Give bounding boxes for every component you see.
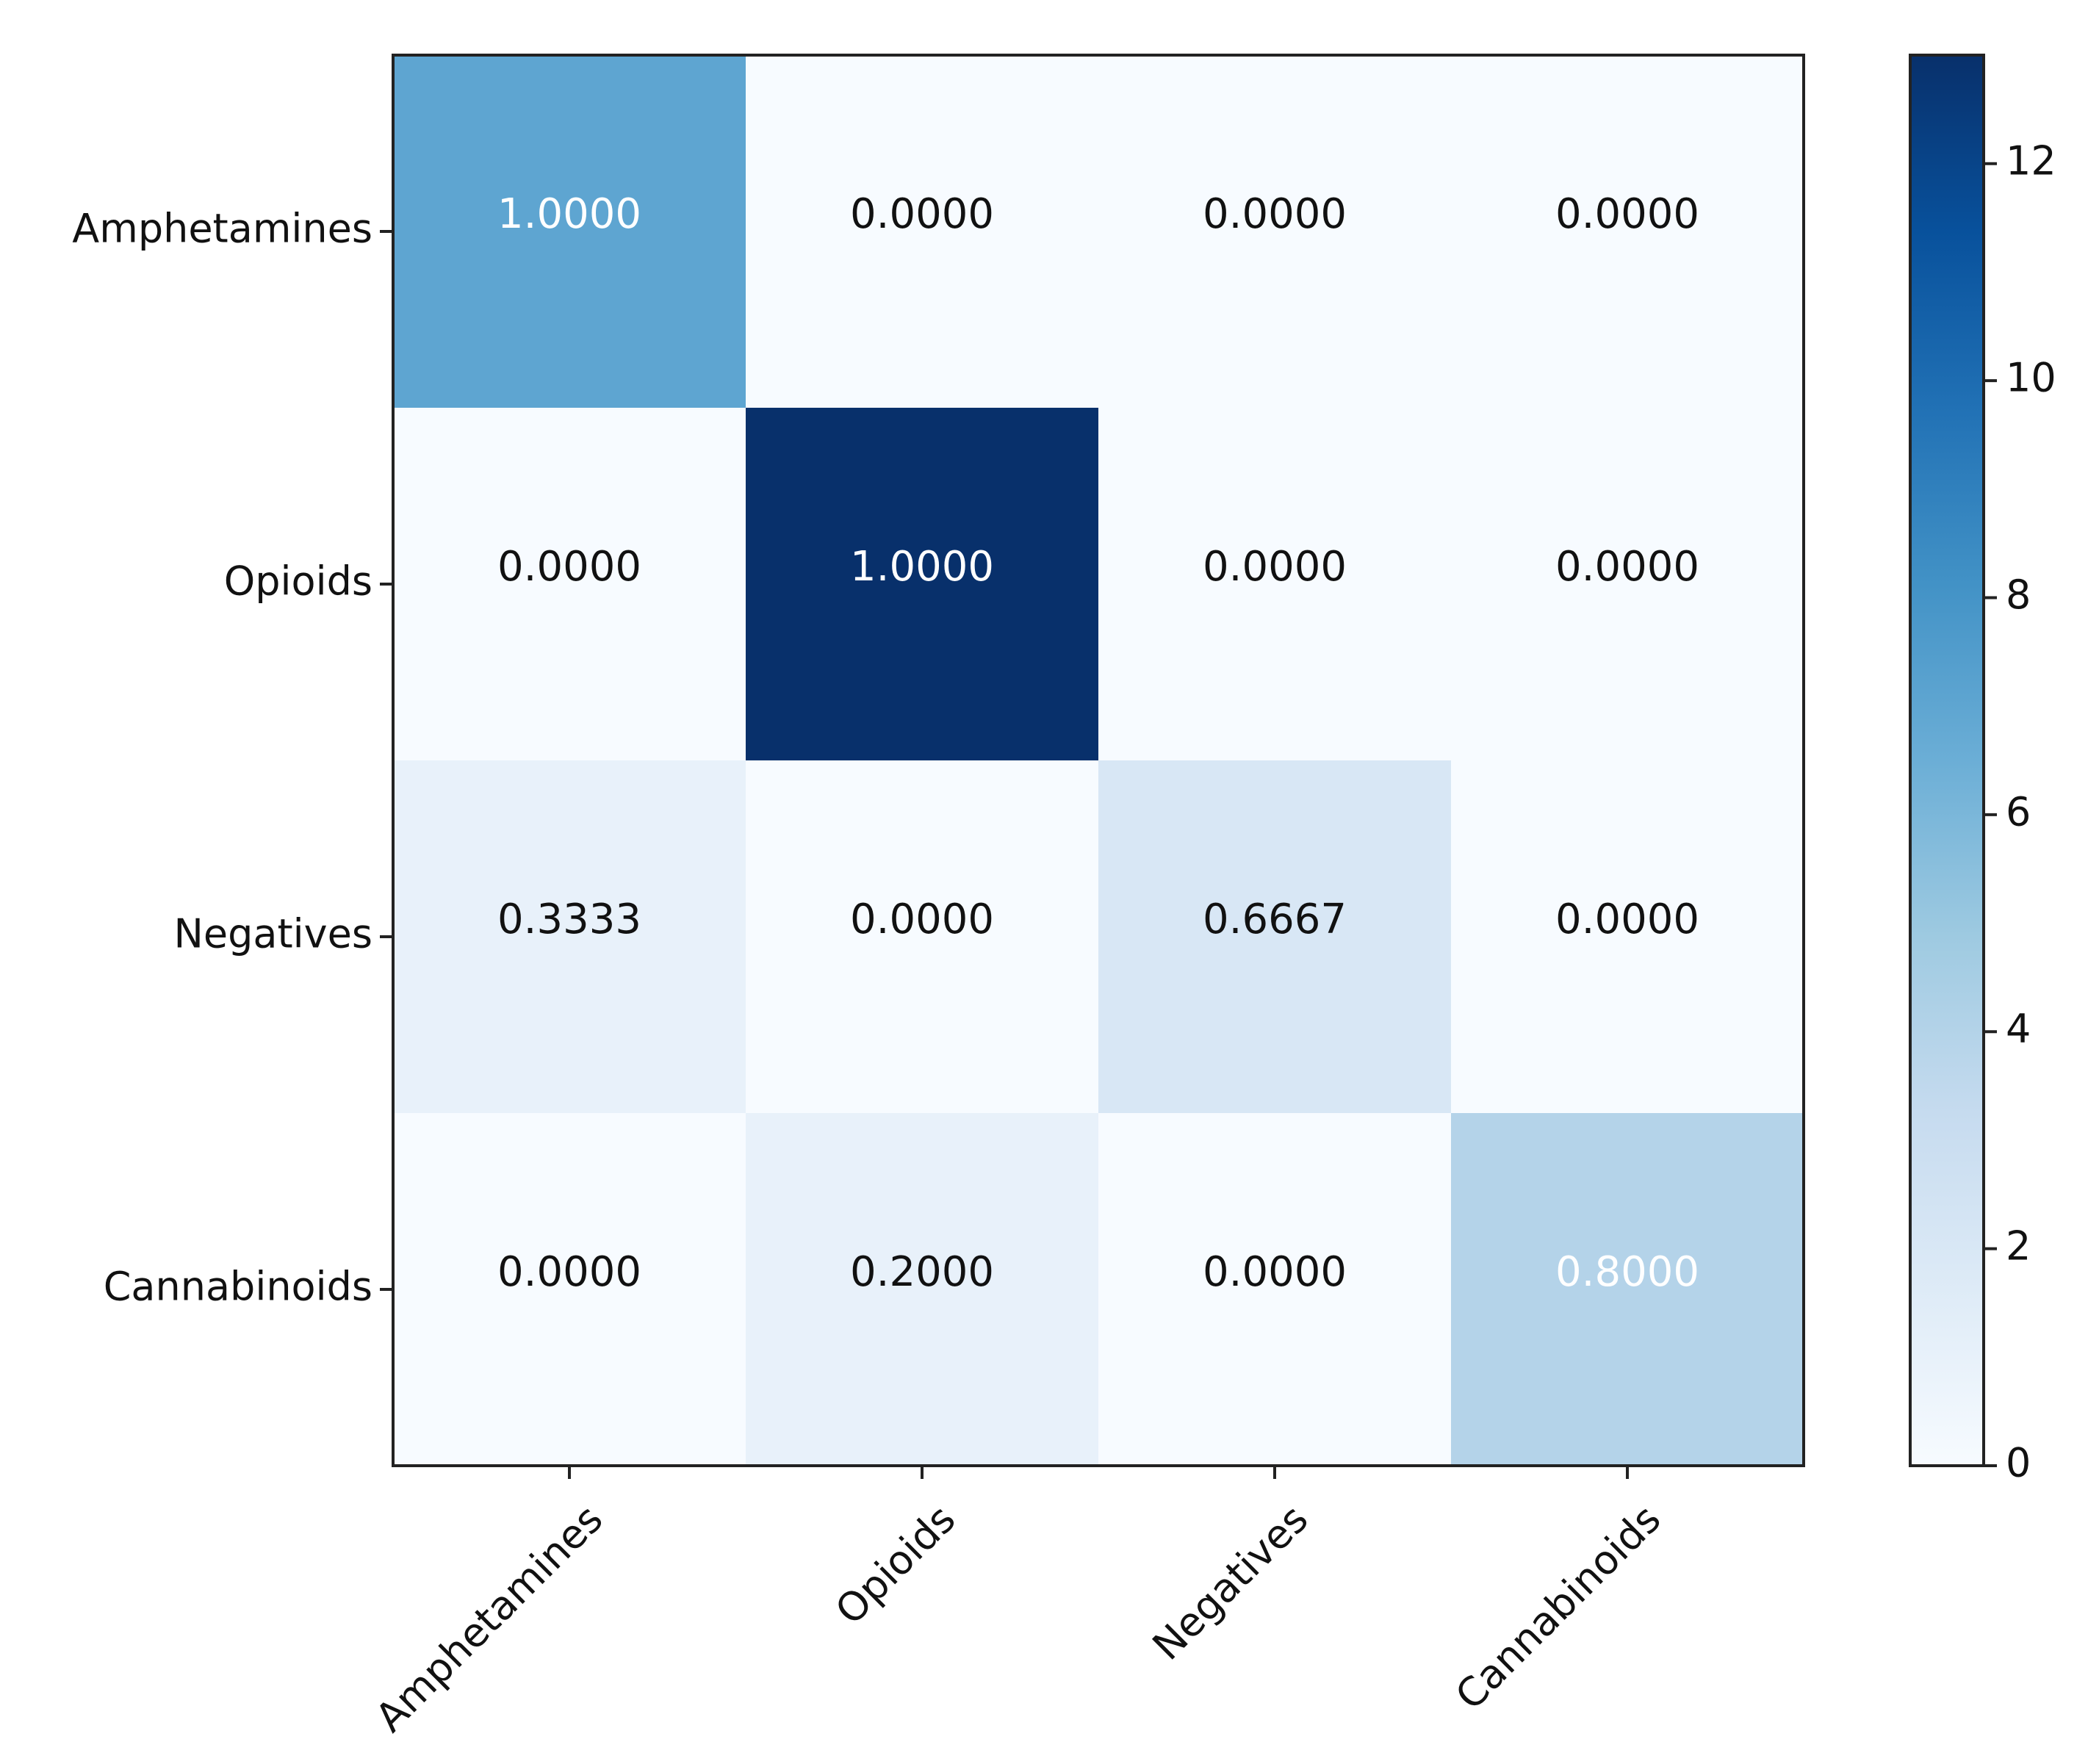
colorbar: 0 2 4 6 8 10 12 (1909, 54, 2056, 1486)
colorbar-tick-label: 0 (2006, 1440, 2031, 1486)
y-axis: Amphetamines Opioids Negatives Cannabinoids (72, 206, 393, 1310)
matrix-cell (746, 55, 1098, 408)
x-tick-label: Cannabinoids (1447, 1496, 1670, 1719)
colorbar-tick-label: 8 (2006, 572, 2031, 618)
x-tick-label: Opioids (827, 1496, 965, 1634)
y-tick-label: Amphetamines (72, 206, 372, 252)
colorbar-frame (1909, 54, 1985, 1467)
colorbar-tick-label: 12 (2006, 137, 2056, 184)
cell-value: 0.3333 (497, 896, 641, 943)
cell-value: 0.0000 (497, 1248, 641, 1296)
matrix-cell (746, 760, 1098, 1113)
cell-value: 0.0000 (1555, 190, 1699, 238)
matrix-cell-values: 1.0000 0.0000 0.0000 0.0000 0.0000 1.0000 0.00… (497, 190, 1699, 1296)
matrix-cell (1098, 760, 1451, 1113)
cell-value: 0.2000 (850, 1248, 994, 1296)
cell-value: 0.6667 (1203, 896, 1347, 943)
matrix-cell (1451, 408, 1804, 760)
cell-value: 0.0000 (850, 190, 994, 238)
colorbar-tick-label: 2 (2006, 1223, 2031, 1269)
cell-value: 0.8000 (1555, 1248, 1699, 1296)
y-tick-label: Opioids (224, 558, 372, 605)
matrix-cell (1098, 408, 1451, 760)
matrix-cells (393, 55, 1804, 1466)
colorbar-tick-label: 6 (2006, 788, 2031, 835)
cell-value: 0.0000 (1203, 543, 1347, 591)
cell-value: 1.0000 (850, 543, 994, 591)
cell-value: 0.0000 (1203, 1248, 1347, 1296)
matrix-cell (1451, 760, 1804, 1113)
cell-value: 0.0000 (1203, 190, 1347, 238)
cell-value: 0.0000 (1555, 896, 1699, 943)
matrix-frame (392, 54, 1805, 1467)
cell-value: 0.0000 (1555, 543, 1699, 591)
y-tick-label: Negatives (174, 911, 372, 957)
x-tick-label: Amphetamines (367, 1496, 612, 1741)
matrix-cell (1098, 1113, 1451, 1466)
matrix-cell (1451, 1113, 1804, 1466)
x-tick-label: Negatives (1144, 1496, 1317, 1669)
matrix-cell (393, 55, 746, 408)
x-axis: Amphetamines Opioids Negatives Cannabinoids (367, 1466, 1670, 1741)
colorbar-gradient (1910, 55, 1984, 1466)
colorbar-tick-label: 10 (2006, 355, 2056, 401)
matrix-cell (1451, 55, 1804, 408)
matrix-cell (393, 760, 746, 1113)
matrix-cell (393, 408, 746, 760)
cell-value: 1.0000 (497, 190, 641, 238)
cell-value: 0.0000 (497, 543, 641, 591)
cell-value: 0.0000 (850, 896, 994, 943)
matrix-cell (1098, 55, 1451, 408)
matrix-cell (746, 408, 1098, 760)
matrix-cell (393, 1113, 746, 1466)
y-tick-label: Cannabinoids (104, 1264, 372, 1310)
matrix-cell (746, 1113, 1098, 1466)
colorbar-tick-label: 4 (2006, 1006, 2031, 1052)
